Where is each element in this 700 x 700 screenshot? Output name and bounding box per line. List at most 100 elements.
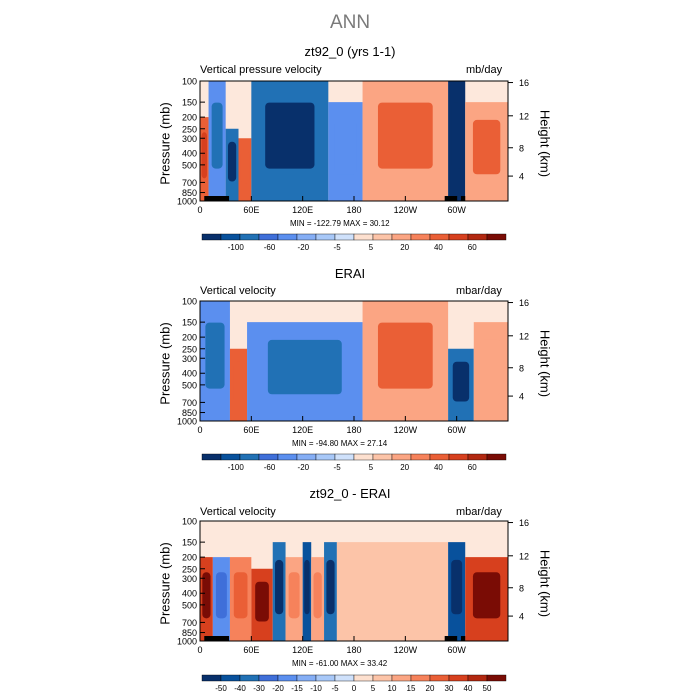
panel-1-y-tick-label: 850	[182, 188, 197, 198]
panel-1-height-tick-label: 12	[519, 111, 529, 121]
panel-3-colorbar-cell	[391, 674, 412, 682]
panel-3-x-tick-label: 60E	[243, 645, 259, 655]
panel-1-colorbar-label: 40	[434, 243, 443, 252]
panel-2-colorbar-label: 40	[434, 463, 443, 472]
panel-1-colorbar-cell	[372, 233, 393, 241]
panel-3-colorbar-cell	[448, 674, 469, 682]
panel-2-region-core	[205, 322, 225, 389]
panel-2-colorbar-label: -60	[264, 463, 276, 472]
panel-1-region-core	[265, 102, 315, 169]
panel-1-colorbar-cell	[448, 233, 469, 241]
panel-1-land-mask	[460, 196, 466, 201]
panel-1-colorbar-label: -100	[228, 243, 245, 252]
panel-3-height-tick-label: 8	[519, 583, 524, 593]
panel-2-stats: MIN = -94.80 MAX = 27.14	[292, 439, 388, 448]
panel-1-height-tick-label: 4	[519, 172, 524, 182]
panel-2-colorbar-label: -100	[228, 463, 245, 472]
panel-3-y-tick-label: 500	[182, 600, 197, 610]
panel-2-colorbar-cell	[334, 453, 355, 461]
panel-1-ylabel: Pressure (mb)	[157, 102, 173, 185]
panel-2-y-tick-label: 850	[182, 408, 197, 418]
panel-2-colorbar-cell	[277, 453, 298, 461]
panel-3-land-mask	[204, 636, 226, 641]
panel-3-y-tick-label: 200	[182, 553, 197, 563]
panel-3-colorbar-cell	[296, 674, 317, 682]
panel-2-y-tick-label: 200	[182, 333, 197, 343]
panel-1-region-core	[201, 132, 208, 179]
panel-1-y-tick-label: 500	[182, 160, 197, 170]
panel-2-colorbar-cell	[448, 453, 469, 461]
panel-1-y-tick-label: 400	[182, 149, 197, 159]
panel-2-colorbar-label: 60	[468, 463, 477, 472]
panel-1-x-tick-label: 60E	[243, 205, 259, 215]
panel-3-x-tick-label: 120W	[394, 645, 418, 655]
panel-3-height-tick-label: 12	[519, 551, 529, 561]
panel-1-units: mb/day	[466, 64, 503, 76]
panel-2-left-label: Vertical velocity	[200, 285, 276, 297]
panel-3-colorbar-cell	[201, 674, 222, 682]
panel-2-y-tick-label: 150	[182, 318, 197, 328]
panel-3-ylabel: Pressure (mb)	[157, 542, 173, 625]
panel-2-colorbar-cell	[296, 453, 317, 461]
panel-2-height-tick-label: 4	[519, 392, 524, 402]
panel-1-colorbar-cell	[258, 233, 279, 241]
panel-1-colorbar-cell	[467, 233, 488, 241]
panel-2-colorbar-cell	[410, 453, 431, 461]
panel-1-colorbar-cell	[296, 233, 317, 241]
panel-3-y-tick-label: 1000	[177, 637, 197, 647]
panel-2-colorbar-cell	[429, 453, 450, 461]
panel-3-colorbar-label: 0	[352, 684, 357, 693]
panel-3-region-core	[275, 559, 284, 615]
panel-2-y-tick-label: 700	[182, 398, 197, 408]
panel-2-x-tick-label: 0	[197, 425, 202, 435]
panel-1-colorbar-label: -5	[334, 243, 342, 252]
panel-3-region-core	[356, 559, 429, 615]
panel-2-region-core	[377, 322, 433, 389]
panel-3-colorbar-cell	[220, 674, 241, 682]
panel-3-colorbar-cell	[486, 674, 507, 682]
panel-3-region-core	[255, 581, 269, 622]
panel-3-colorbar-cell	[315, 674, 336, 682]
panel-1-region-core	[451, 102, 463, 169]
panel-3-land-mask	[444, 636, 457, 641]
panel-1-colorbar-label: -20	[298, 243, 310, 252]
panel-1-region-core	[377, 102, 433, 169]
panel-2-colorbar-label: -5	[334, 463, 342, 472]
panel-3-y-tick-label: 150	[182, 538, 197, 548]
panel-1-region-core	[334, 119, 357, 175]
panel-3-colorbar-label: -30	[253, 684, 265, 693]
panel-3-region-core	[202, 572, 211, 619]
panel-2-units: mbar/day	[456, 285, 502, 297]
panel-1-colorbar-cell	[429, 233, 450, 241]
panel-3-region-core	[233, 572, 248, 619]
panel-2-colorbar-cell	[391, 453, 412, 461]
panel-1-land-mask	[223, 196, 230, 201]
panel-3-units: mbar/day	[456, 506, 502, 518]
panel-3-region-core	[326, 559, 335, 615]
panel-1-land-mask	[204, 196, 226, 201]
panel-1-height-tick-label: 16	[519, 78, 529, 88]
panel-3-colorbar-label: -15	[291, 684, 303, 693]
panel-1-y-tick-label: 300	[182, 134, 197, 144]
panel-3-land-mask	[460, 636, 466, 641]
panel-2-x-tick-label: 120W	[394, 425, 418, 435]
panel-3-colorbar-label: -50	[215, 684, 227, 693]
panel-3-colorbar-label: 40	[464, 684, 473, 693]
panel-3-y-tick-label: 400	[182, 589, 197, 599]
panel-2-colorbar-cell	[372, 453, 393, 461]
panel-2-region-core	[452, 361, 470, 402]
panel-3-colorbar-cell	[467, 674, 488, 682]
panel-3-colorbar-label: -10	[310, 684, 322, 693]
panel-2-y-tick-label: 400	[182, 369, 197, 379]
panel-1-left-label: Vertical pressure velocity	[200, 64, 322, 76]
panel-3-colorbar-label: 20	[426, 684, 435, 693]
panel-3-region-core	[215, 572, 227, 619]
panel-1-region-core	[240, 149, 250, 185]
panel-2-colorbar-cell	[220, 453, 241, 461]
panel-1-colorbar-cell	[239, 233, 260, 241]
panel-1-title: zt92_0 (yrs 1-1)	[304, 44, 396, 59]
panel-2-x-tick-label: 60W	[447, 425, 466, 435]
panel-1-x-tick-label: 0	[197, 205, 202, 215]
panel-2-region-core	[267, 339, 342, 395]
